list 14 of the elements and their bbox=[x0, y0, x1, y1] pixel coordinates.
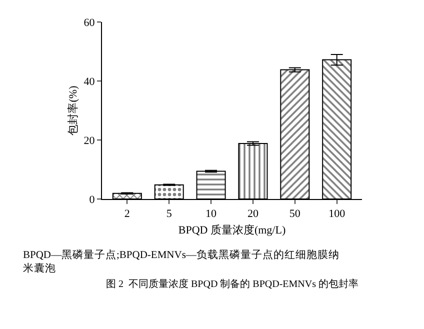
x-tick-label: 100 bbox=[328, 208, 346, 220]
y-tick-label: 60 bbox=[84, 16, 96, 29]
y-tick-label: 0 bbox=[89, 194, 96, 206]
x-tick-label: 5 bbox=[166, 208, 172, 220]
x-tick-label: 20 bbox=[247, 208, 259, 220]
y-tick-label: 20 bbox=[84, 134, 96, 147]
x-tick-label: 2 bbox=[124, 208, 130, 220]
x-tick-label: 10 bbox=[206, 208, 218, 220]
text: BPQD—黑磷量子点;BPQD-EMNVs—负载黑磷量子点的红细胞膜纳米囊泡 bbox=[23, 248, 340, 275]
x-tick-label: 50 bbox=[289, 208, 301, 220]
caption: 图 2 不同质量浓度 BPQD 制备的 BPQD-EMNVs 的包封率 bbox=[106, 278, 359, 290]
x-axis-title: BPQD 质量浓度(mg/L) bbox=[178, 223, 286, 236]
y-axis-title: 包封率(%) bbox=[66, 85, 80, 136]
y-tick-label: 40 bbox=[84, 76, 96, 88]
